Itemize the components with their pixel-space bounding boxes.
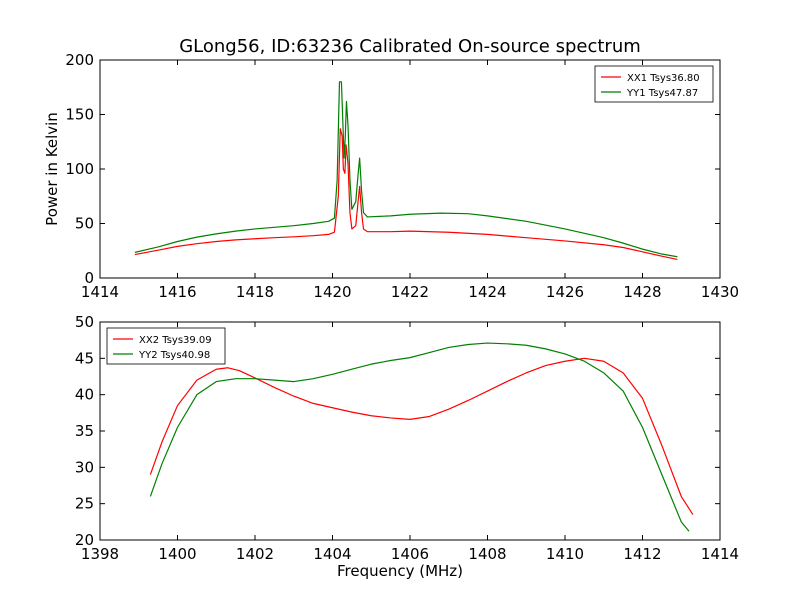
y-tick-label: 50 — [75, 215, 94, 233]
x-tick-label: 1414 — [701, 545, 739, 563]
series-lines — [134, 81, 678, 261]
legend-box — [106, 327, 226, 365]
y-tick-label: 45 — [75, 349, 94, 367]
x-tick-label: 1410 — [546, 545, 584, 563]
y-tick-label: 100 — [65, 160, 94, 178]
x-tick-label: 1402 — [236, 545, 274, 563]
x-tick-label: 1400 — [158, 545, 196, 563]
y-tick-label: 0 — [84, 269, 94, 287]
y-tick-label: 150 — [65, 106, 94, 124]
figure-title: GLong56, ID:63236 Calibrated On-source s… — [179, 36, 641, 57]
x-tick-label: 1414 — [81, 283, 119, 301]
x-tick-label: 1398 — [81, 545, 119, 563]
x-tick-label: 1426 — [546, 283, 584, 301]
legend-label-1: XX1 Tsys36.80 — [627, 73, 700, 84]
x-tick-label: 1406 — [391, 545, 429, 563]
series-line-2 — [134, 81, 678, 258]
x-axis-label: Frequency (MHz) — [337, 562, 463, 580]
x-tick-label: 1408 — [468, 545, 506, 563]
y-tick-label: 50 — [75, 313, 94, 331]
y-tick-label: 30 — [75, 458, 94, 476]
legend-box — [594, 65, 714, 103]
legend: XX1 Tsys36.80 YY1 Tsys47.87 — [594, 65, 714, 103]
y-tick-label: 25 — [75, 495, 94, 513]
series-line-1 — [134, 128, 678, 261]
chart-panels: 1414 1416 1418 1420 1422 1424 1426 1428 14300501… — [43, 51, 739, 580]
x-tick-label: 1422 — [391, 283, 429, 301]
legend-label-2: YY1 Tsys47.87 — [626, 88, 698, 99]
series-line-1 — [149, 357, 694, 515]
x-tick-label: 1412 — [623, 545, 661, 563]
series-line-2 — [149, 342, 690, 532]
x-tick-label: 1430 — [701, 283, 739, 301]
y-tick-label: 40 — [75, 386, 94, 404]
x-tick-label: 1418 — [236, 283, 274, 301]
legend: XX2 Tsys39.09 YY2 Tsys40.98 — [106, 327, 226, 365]
chart-panel-2: 1398 1400 1402 1404 1406 1408 1410 1412 1414 20 25… — [75, 313, 739, 580]
y-tick-label: 35 — [75, 422, 94, 440]
x-tick-label: 1416 — [158, 283, 196, 301]
y-tick-label: 200 — [65, 51, 94, 69]
y-tick-label: 20 — [75, 531, 94, 549]
legend-label-2: YY2 Tsys40.98 — [138, 350, 210, 361]
y-axis-label: Power in Kelvin — [43, 112, 61, 226]
chart-panel-1: 1414 1416 1418 1420 1422 1424 1426 1428 1430 0 50 1… — [43, 51, 739, 301]
x-tick-label: 1420 — [313, 283, 351, 301]
x-tick-label: 1404 — [313, 545, 351, 563]
x-tick-label: 1428 — [623, 283, 661, 301]
legend-label-1: XX2 Tsys39.09 — [139, 335, 212, 346]
x-tick-label: 1424 — [468, 283, 506, 301]
series-lines — [149, 342, 694, 532]
